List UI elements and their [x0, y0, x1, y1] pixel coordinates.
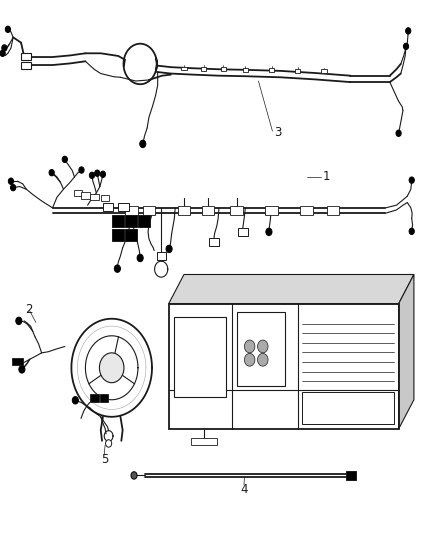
Bar: [21, 53, 31, 60]
Circle shape: [409, 228, 414, 235]
Bar: [118, 203, 129, 211]
Bar: [302, 392, 394, 424]
Text: 2: 2: [25, 303, 33, 316]
Circle shape: [137, 254, 143, 262]
Bar: [209, 238, 219, 246]
Circle shape: [258, 340, 268, 353]
Circle shape: [95, 170, 100, 176]
Bar: [21, 62, 31, 69]
Bar: [143, 206, 155, 215]
Circle shape: [396, 130, 401, 136]
Circle shape: [19, 366, 25, 373]
Bar: [174, 317, 226, 397]
Polygon shape: [399, 274, 414, 429]
Bar: [181, 67, 187, 70]
Bar: [90, 394, 99, 402]
Circle shape: [79, 167, 84, 173]
Circle shape: [114, 265, 120, 272]
Bar: [103, 203, 113, 211]
Circle shape: [166, 245, 172, 253]
Circle shape: [89, 172, 95, 179]
Bar: [125, 215, 137, 227]
Bar: [238, 228, 248, 236]
Circle shape: [140, 140, 146, 148]
Bar: [138, 215, 150, 227]
Circle shape: [99, 353, 124, 383]
Circle shape: [2, 45, 7, 51]
Bar: [101, 195, 110, 201]
Bar: [81, 192, 90, 199]
Bar: [321, 69, 327, 74]
Bar: [191, 438, 217, 445]
Circle shape: [5, 26, 11, 33]
Bar: [269, 68, 274, 72]
Text: 3: 3: [274, 126, 281, 139]
Circle shape: [266, 228, 272, 236]
Bar: [221, 67, 226, 71]
Circle shape: [100, 171, 106, 177]
Bar: [265, 206, 278, 215]
Circle shape: [409, 177, 414, 183]
Bar: [178, 206, 190, 215]
Circle shape: [244, 340, 255, 353]
Text: 4: 4: [240, 483, 247, 496]
Bar: [237, 312, 285, 386]
Circle shape: [403, 43, 409, 50]
Bar: [201, 67, 206, 71]
Circle shape: [72, 397, 78, 404]
Circle shape: [0, 50, 5, 56]
Text: 5: 5: [101, 453, 108, 466]
Bar: [112, 215, 124, 227]
Circle shape: [406, 28, 411, 34]
Bar: [346, 471, 356, 480]
Circle shape: [8, 178, 14, 184]
Bar: [157, 252, 166, 260]
Bar: [327, 206, 339, 215]
Bar: [74, 190, 82, 196]
Bar: [230, 206, 243, 215]
Bar: [202, 206, 214, 215]
Bar: [12, 358, 23, 365]
Circle shape: [16, 317, 22, 325]
Bar: [90, 194, 99, 200]
Bar: [100, 394, 108, 402]
Circle shape: [131, 472, 137, 479]
Text: 1: 1: [322, 171, 330, 183]
Bar: [112, 229, 124, 241]
Circle shape: [244, 353, 255, 366]
Polygon shape: [169, 274, 414, 304]
Circle shape: [11, 184, 16, 191]
Bar: [300, 206, 313, 215]
Bar: [243, 68, 248, 72]
Circle shape: [62, 156, 67, 163]
Bar: [295, 69, 300, 73]
Bar: [125, 206, 138, 215]
Bar: [125, 229, 137, 241]
Circle shape: [106, 440, 112, 447]
Circle shape: [258, 353, 268, 366]
Circle shape: [49, 169, 54, 176]
